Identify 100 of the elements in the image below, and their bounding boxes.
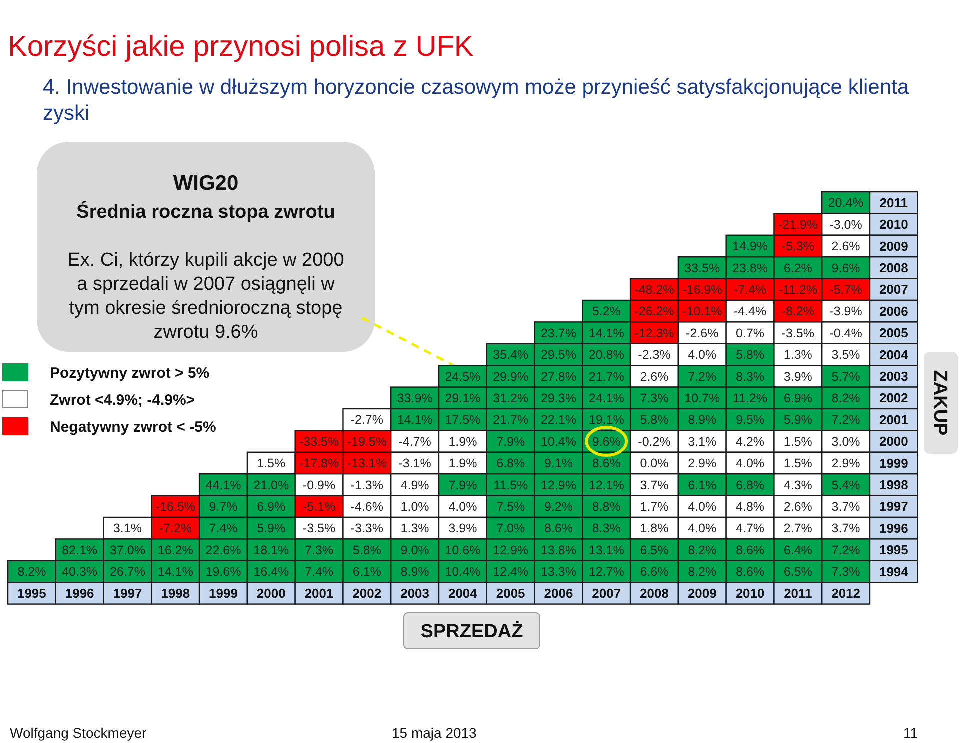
- data-label: 3.9%: [448, 522, 478, 536]
- data-label: 17.5%: [445, 413, 481, 428]
- data-label: 2.6%: [640, 370, 669, 384]
- x-tick-label: 2002: [352, 586, 382, 601]
- annotation: WIG20: [173, 172, 239, 195]
- x-tick-label: 1998: [161, 586, 190, 601]
- data-label: 8.6%: [736, 565, 765, 580]
- data-label: 8.2%: [832, 392, 860, 406]
- data-label: 29.3%: [540, 392, 576, 406]
- data-label: 3.7%: [832, 522, 860, 536]
- data-label: 18.1%: [254, 543, 290, 558]
- data-label: 7.2%: [832, 543, 860, 558]
- data-label: -16.5%: [156, 500, 196, 514]
- x-tick-label: 2011: [784, 586, 812, 601]
- data-label: -48.2%: [634, 283, 674, 298]
- data-label: -0.4%: [830, 326, 862, 340]
- x-tick-label: 2008: [640, 586, 669, 601]
- data-label: 44.1%: [206, 478, 242, 492]
- data-label: 5.9%: [257, 522, 286, 536]
- x-tick-label: 2006: [544, 586, 574, 601]
- data-label: 6.1%: [352, 565, 382, 580]
- data-label: -0.9%: [302, 478, 336, 492]
- data-label: 23.8%: [732, 261, 768, 276]
- data-label: 4.7%: [736, 522, 765, 536]
- y-tick-label: 1998: [879, 478, 908, 492]
- data-label: 3.5%: [832, 348, 860, 362]
- data-label: -17.8%: [299, 456, 340, 471]
- data-label: 8.2%: [18, 565, 46, 580]
- data-label: 21.7%: [588, 370, 624, 384]
- data-label: -3.5%: [302, 522, 336, 536]
- data-label: 12.9%: [493, 543, 529, 558]
- data-label: -33.5%: [299, 434, 340, 449]
- data-label: 22.1%: [540, 413, 576, 428]
- data-label: -26.2%: [634, 304, 674, 319]
- x-tick-label: 1997: [113, 586, 142, 601]
- data-label: 29.5%: [540, 348, 576, 362]
- x-tick-label: 2012: [832, 586, 861, 601]
- data-label: 6.1%: [688, 478, 717, 492]
- data-label: 24.5%: [445, 370, 481, 384]
- data-label: 5.2%: [592, 304, 621, 319]
- data-label: 14.1%: [588, 326, 624, 340]
- data-label: 6.5%: [784, 565, 812, 580]
- y-tick-label: 2011: [880, 195, 908, 210]
- data-label: -3.9%: [830, 304, 862, 319]
- data-label: 7.3%: [305, 543, 334, 558]
- data-label: 11.2%: [733, 392, 768, 406]
- data-label: 9.2%: [544, 500, 573, 514]
- data-label: -4.6%: [350, 500, 384, 514]
- y-tick-label: 1996: [879, 520, 908, 536]
- data-label: 10.4%: [445, 565, 481, 580]
- data-label: -5.3%: [782, 240, 814, 254]
- data-label: 1.0%: [400, 500, 430, 514]
- data-label: -4.7%: [398, 434, 432, 449]
- data-label: -10.1%: [682, 304, 722, 319]
- data-label: -8.2%: [782, 304, 814, 319]
- x-tick-label: 2009: [688, 586, 717, 601]
- data-label: 13.3%: [540, 565, 576, 580]
- data-label: 16.2%: [158, 543, 194, 558]
- x-tick-label: 2001: [304, 586, 334, 601]
- data-label: 7.4%: [209, 522, 238, 536]
- data-label: 5.8%: [352, 543, 382, 558]
- data-label: 3.9%: [784, 370, 812, 384]
- x-tick-label: 1996: [65, 586, 94, 601]
- data-label: 4.8%: [736, 500, 765, 514]
- data-label: 8.6%: [736, 543, 765, 558]
- data-label: 9.6%: [592, 434, 621, 449]
- y-tick-label: 1997: [879, 499, 908, 514]
- y-tick-label: 2007: [879, 282, 908, 298]
- data-label: 33.9%: [397, 392, 433, 406]
- data-label: 1.7%: [640, 500, 669, 514]
- data-label: 29.1%: [445, 392, 481, 406]
- y-tick-label: 1994: [879, 564, 910, 580]
- data-label: -3.5%: [782, 326, 814, 340]
- text: Wolfgang Stockmeyer: [10, 725, 148, 741]
- data-label: 4.0%: [736, 456, 765, 471]
- data-label: 4.0%: [688, 500, 717, 514]
- data-label: 21.0%: [254, 478, 290, 492]
- data-label: 5.8%: [736, 348, 765, 362]
- data-label: -5.1%: [302, 500, 336, 514]
- data-label: 13.8%: [540, 543, 576, 558]
- data-label: -12.3%: [634, 326, 674, 340]
- data-label: 7.2%: [832, 413, 860, 428]
- annotation: Pozytywny zwrot > 5%: [50, 365, 210, 382]
- data-label: 12.7%: [588, 565, 624, 580]
- data-label: 8.9%: [688, 413, 717, 428]
- data-label: 14.9%: [732, 240, 768, 254]
- x-axis-title: SPRZEDAŻ: [420, 620, 524, 643]
- data-label: 4.0%: [448, 500, 478, 514]
- y-axis-title: ZAKUP: [929, 370, 950, 436]
- data-label: -19.5%: [347, 434, 387, 449]
- data-label: 11.5%: [494, 478, 528, 492]
- data-label: 8.2%: [688, 565, 717, 580]
- data-label: 9.6%: [832, 261, 860, 276]
- data-label: 7.3%: [640, 392, 669, 406]
- data-label: 1.3%: [400, 522, 430, 536]
- y-tick-label: 2002: [879, 390, 908, 406]
- data-label: 82.1%: [62, 543, 98, 558]
- y-tick-label: 1995: [879, 542, 908, 558]
- data-label: 31.2%: [493, 392, 529, 406]
- x-tick-label: 1999: [209, 586, 238, 601]
